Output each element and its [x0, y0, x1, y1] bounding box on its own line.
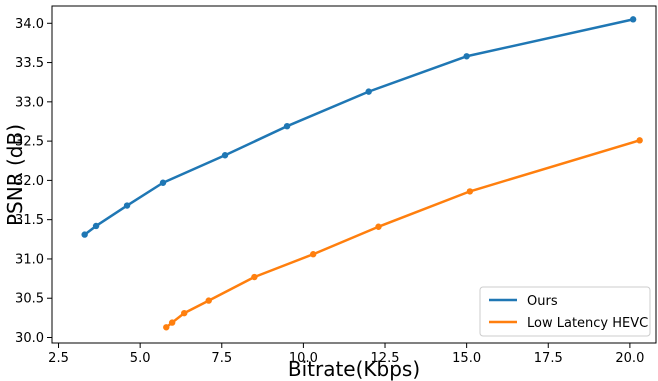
x-axis-title: Bitrate(Kbps) [288, 357, 420, 381]
x-tick-label: 5.0 [130, 351, 151, 366]
data-point-ours [159, 179, 167, 186]
data-point-ours [123, 202, 131, 209]
x-tick-label: 17.5 [534, 351, 563, 366]
x-tick-label: 20.0 [615, 351, 644, 366]
y-tick-label: 31.5 [15, 213, 44, 228]
legend-label-ours: Ours [527, 294, 558, 309]
data-point-low-latency-hevc [181, 309, 188, 317]
series-line-ours [83, 18, 634, 236]
data-point-low-latency-hevc [168, 319, 176, 326]
data-point-low-latency-hevc [309, 251, 317, 258]
data-point-low-latency-hevc [205, 297, 212, 304]
series-layer [81, 16, 643, 331]
y-axis-ticks: 30.0 30.5 31.0 31.5 32.0 32.5 33.0 33.5 34.0 [15, 17, 52, 346]
y-tick-label: 31.0 [15, 252, 44, 267]
data-point-ours [92, 222, 100, 230]
y-tick-label: 32.5 [15, 135, 44, 150]
data-point-ours [81, 231, 88, 238]
x-tick-label: 15.0 [452, 351, 481, 366]
y-tick-label: 32.0 [15, 174, 44, 189]
data-point-low-latency-hevc [636, 137, 643, 144]
data-point-ours [365, 88, 372, 95]
y-tick-label: 34.0 [15, 17, 44, 32]
y-tick-label: 30.0 [15, 331, 44, 346]
data-point-low-latency-hevc [375, 223, 382, 230]
data-point-low-latency-hevc [163, 324, 170, 331]
plot-frame [51, 5, 657, 344]
data-point-ours [283, 122, 291, 130]
legend-box [479, 286, 651, 337]
data-point-ours [221, 152, 229, 159]
x-axis-ticks: 2.5 5.0 7.5 10.0 12.5 15.0 17.5 20.0 [48, 343, 644, 366]
x-tick-label: 10.0 [289, 351, 318, 366]
y-tick-label: 30.5 [15, 292, 44, 307]
data-point-low-latency-hevc [466, 188, 474, 195]
data-point-ours [463, 53, 470, 60]
data-point-ours [629, 16, 637, 23]
y-tick-label: 33.0 [15, 95, 44, 110]
y-tick-label: 33.5 [15, 56, 44, 71]
x-tick-label: 7.5 [211, 351, 232, 366]
legend-label-low-latency-hevc: Low Latency HEVC [527, 316, 648, 331]
x-tick-label: 2.5 [48, 351, 69, 366]
legend: Ours Low Latency HEVC [479, 286, 651, 337]
x-tick-label: 12.5 [371, 351, 400, 366]
data-point-low-latency-hevc [251, 273, 258, 281]
y-axis-title: PSNR (dB) [3, 124, 27, 226]
